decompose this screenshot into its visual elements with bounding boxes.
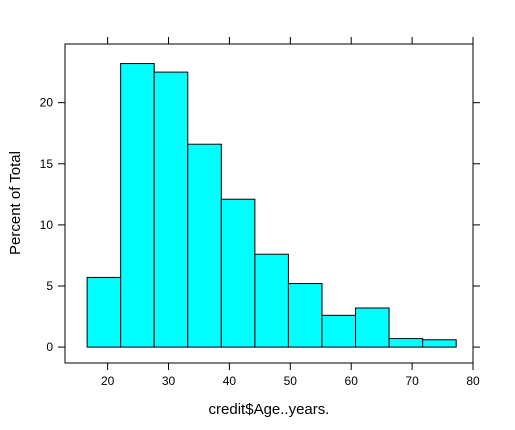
y-axis-ticks: 0 5 10 15 20 [40,96,480,354]
y-tick-label: 0 [46,340,53,354]
histogram-bar [287,283,323,348]
y-axis-label: Percent of Total [7,151,24,255]
x-tick-label: 60 [345,374,359,388]
bars-group [86,63,457,348]
x-tick-label: 30 [162,374,176,388]
x-tick-label: 70 [405,374,419,388]
y-tick-label: 10 [40,218,54,232]
histogram-bar [422,339,457,348]
plot-frame [64,43,474,364]
histogram-bar [86,276,122,348]
histogram-bar [120,63,155,348]
histogram-bar [187,143,222,348]
x-tick-label: 20 [101,374,115,388]
histogram-bar [388,338,424,348]
x-axis-ticks: 20 30 40 50 60 70 80 [101,37,480,388]
histogram-bar [355,307,390,348]
x-tick-label: 80 [466,374,480,388]
histogram-bar [254,253,289,348]
histogram-bar [220,198,256,348]
histogram-bar [153,71,189,348]
x-axis-label: credit$Age..years. [209,401,330,418]
y-tick-label: 5 [46,279,53,293]
y-tick-label: 15 [40,157,54,171]
y-tick-label: 20 [40,96,54,110]
histogram-bar [321,314,357,348]
x-tick-label: 50 [284,374,298,388]
x-tick-label: 40 [223,374,237,388]
